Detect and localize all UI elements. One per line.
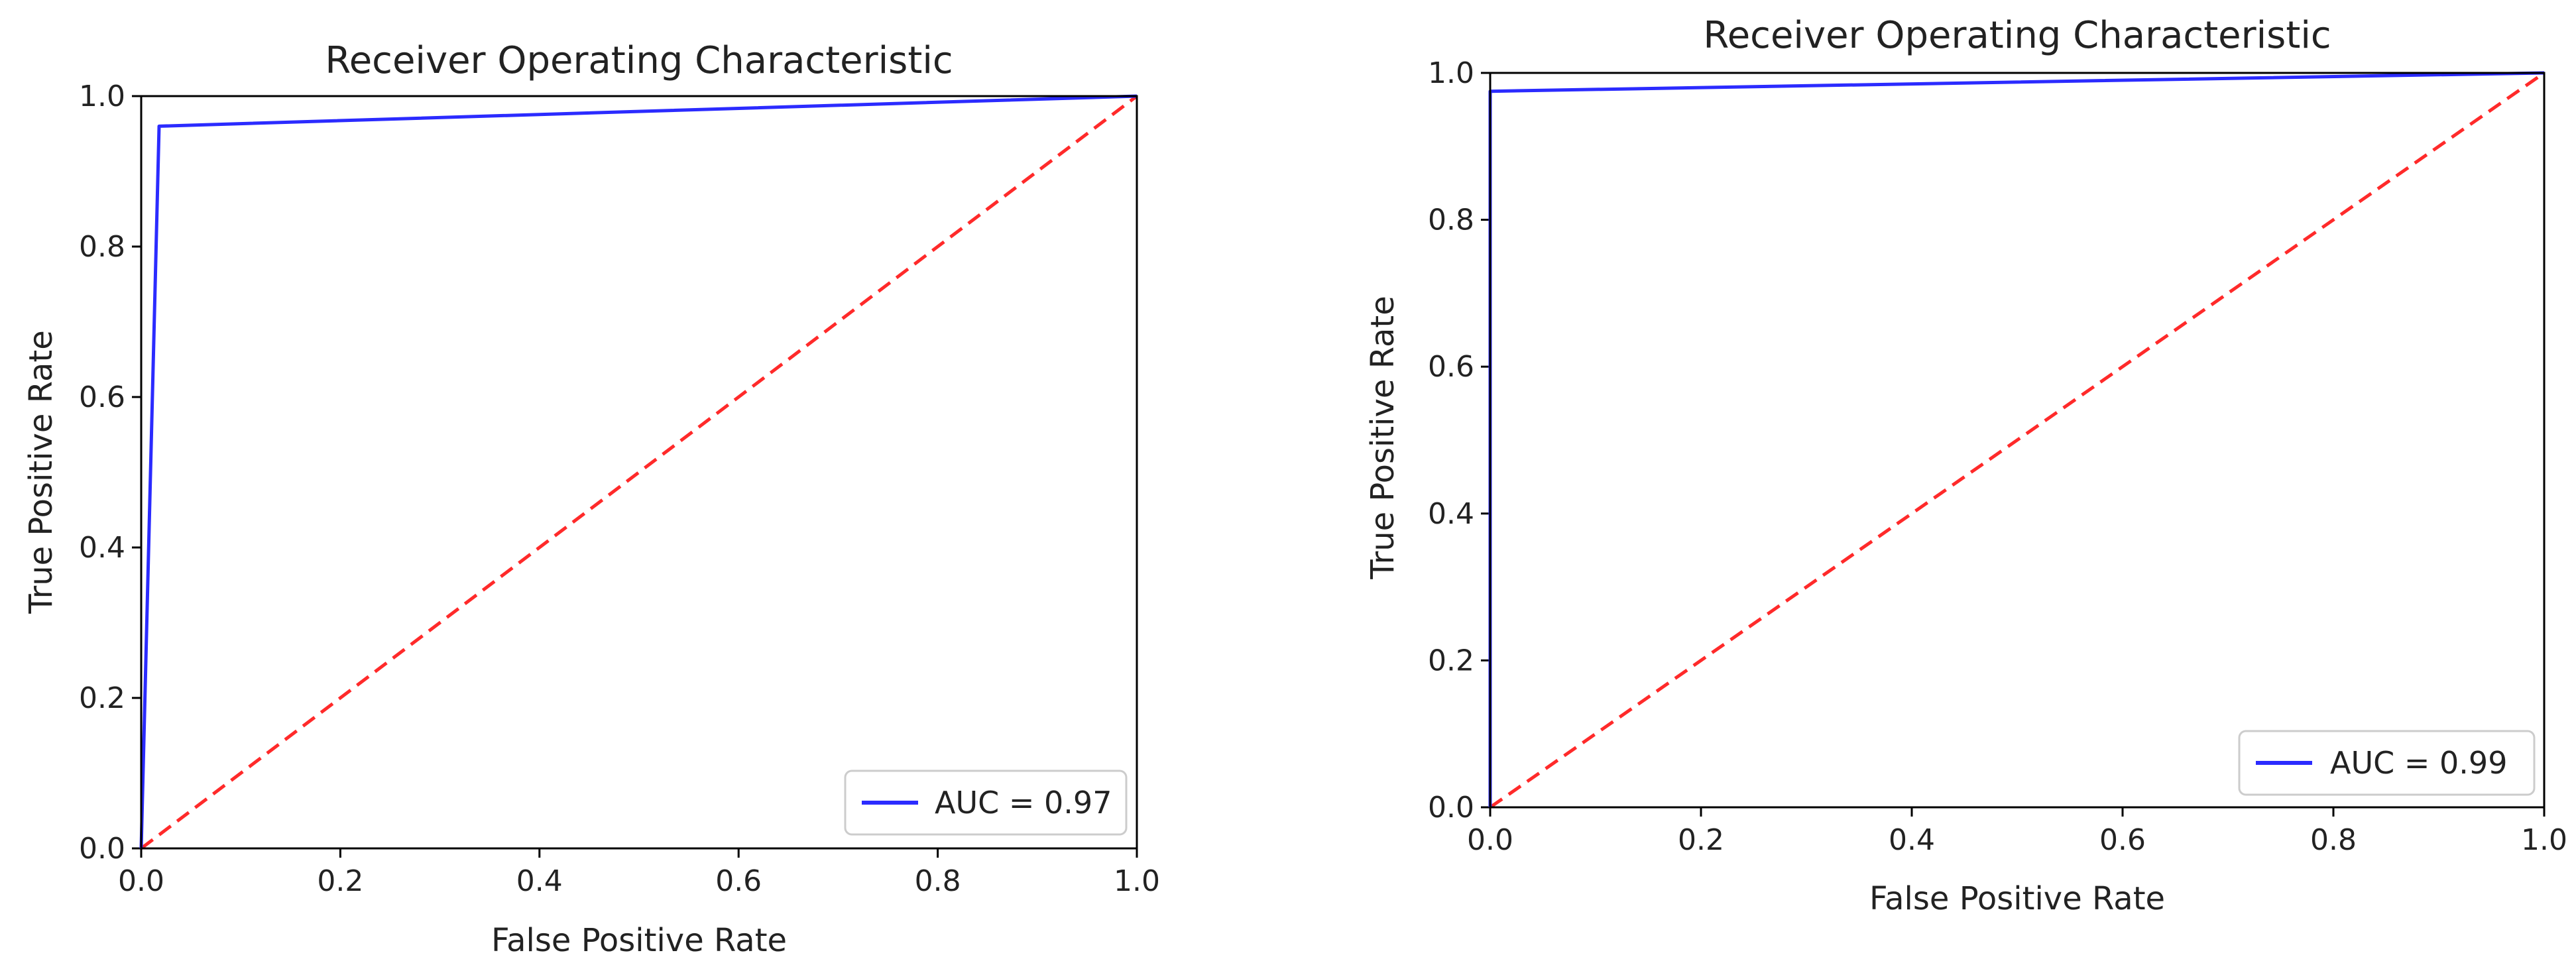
legend: AUC = 0.97 [844,770,1128,836]
plot-frame [1489,72,2546,809]
y-tick-label: 0.6 [79,380,125,414]
chart-title: Receiver Operating Characteristic [325,39,953,82]
legend: AUC = 0.99 [2238,730,2536,796]
legend-box [2238,730,2536,796]
roc-chart-left: Receiver Operating Characteristic False … [23,39,1160,959]
roc-chart-right: Receiver Operating Characteristic False … [1364,14,2567,917]
y-axis-label: True Positive Rate [1364,296,1401,580]
y-tick-label: 0.0 [79,832,125,866]
x-axis-label: False Positive Rate [1869,880,2165,917]
y-tick-label: 0.0 [1428,791,1474,825]
x-tick-label: 0.6 [2099,823,2146,857]
y-tick-label: 0.2 [1428,644,1474,677]
y-tick-group: 0.0 0.2 0.4 0.6 0.8 1.0 [79,80,141,866]
legend-label: AUC = 0.99 [2330,745,2507,781]
y-tick-label: 0.4 [79,531,125,565]
x-tick-label: 0.0 [1467,823,1513,857]
x-tick-label: 0.6 [715,864,762,898]
y-tick-label: 0.6 [1428,350,1474,384]
x-tick-label: 0.2 [1678,823,1724,857]
x-tick-label: 0.2 [317,864,363,898]
y-tick-label: 1.0 [79,80,125,113]
x-tick-label: 0.4 [1889,823,1935,857]
y-tick-label: 1.0 [1428,56,1474,90]
y-tick-label: 0.8 [79,230,125,264]
roc-curve-line [139,94,1138,849]
series-layer [1488,71,2546,809]
plot-frame [140,95,1138,850]
x-tick-label: 1.0 [1114,864,1160,898]
y-axis-label: True Positive Rate [23,330,60,614]
legend-label: AUC = 0.97 [935,785,1112,821]
series-layer [139,94,1138,850]
x-tick-label: 0.8 [2310,823,2357,857]
x-tick-label: 1.0 [2521,823,2567,857]
y-tick-group: 0.0 0.2 0.4 0.6 0.8 1.0 [1428,56,1490,825]
y-tick-label: 0.4 [1428,497,1474,531]
x-tick-group: 0.0 0.2 0.4 0.6 0.8 1.0 [118,848,1160,898]
chance-diagonal-line [140,95,1138,850]
x-tick-label: 0.0 [118,864,164,898]
chart-title: Receiver Operating Characteristic [1703,14,2331,57]
y-tick-label: 0.8 [1428,203,1474,237]
x-tick-group: 0.0 0.2 0.4 0.6 0.8 1.0 [1467,807,2567,857]
y-tick-label: 0.2 [79,681,125,715]
x-axis-label: False Positive Rate [491,922,787,959]
chance-diagonal-line [1489,71,2546,809]
legend-box [844,770,1128,836]
x-tick-label: 0.8 [915,864,961,898]
x-tick-label: 0.4 [516,864,563,898]
